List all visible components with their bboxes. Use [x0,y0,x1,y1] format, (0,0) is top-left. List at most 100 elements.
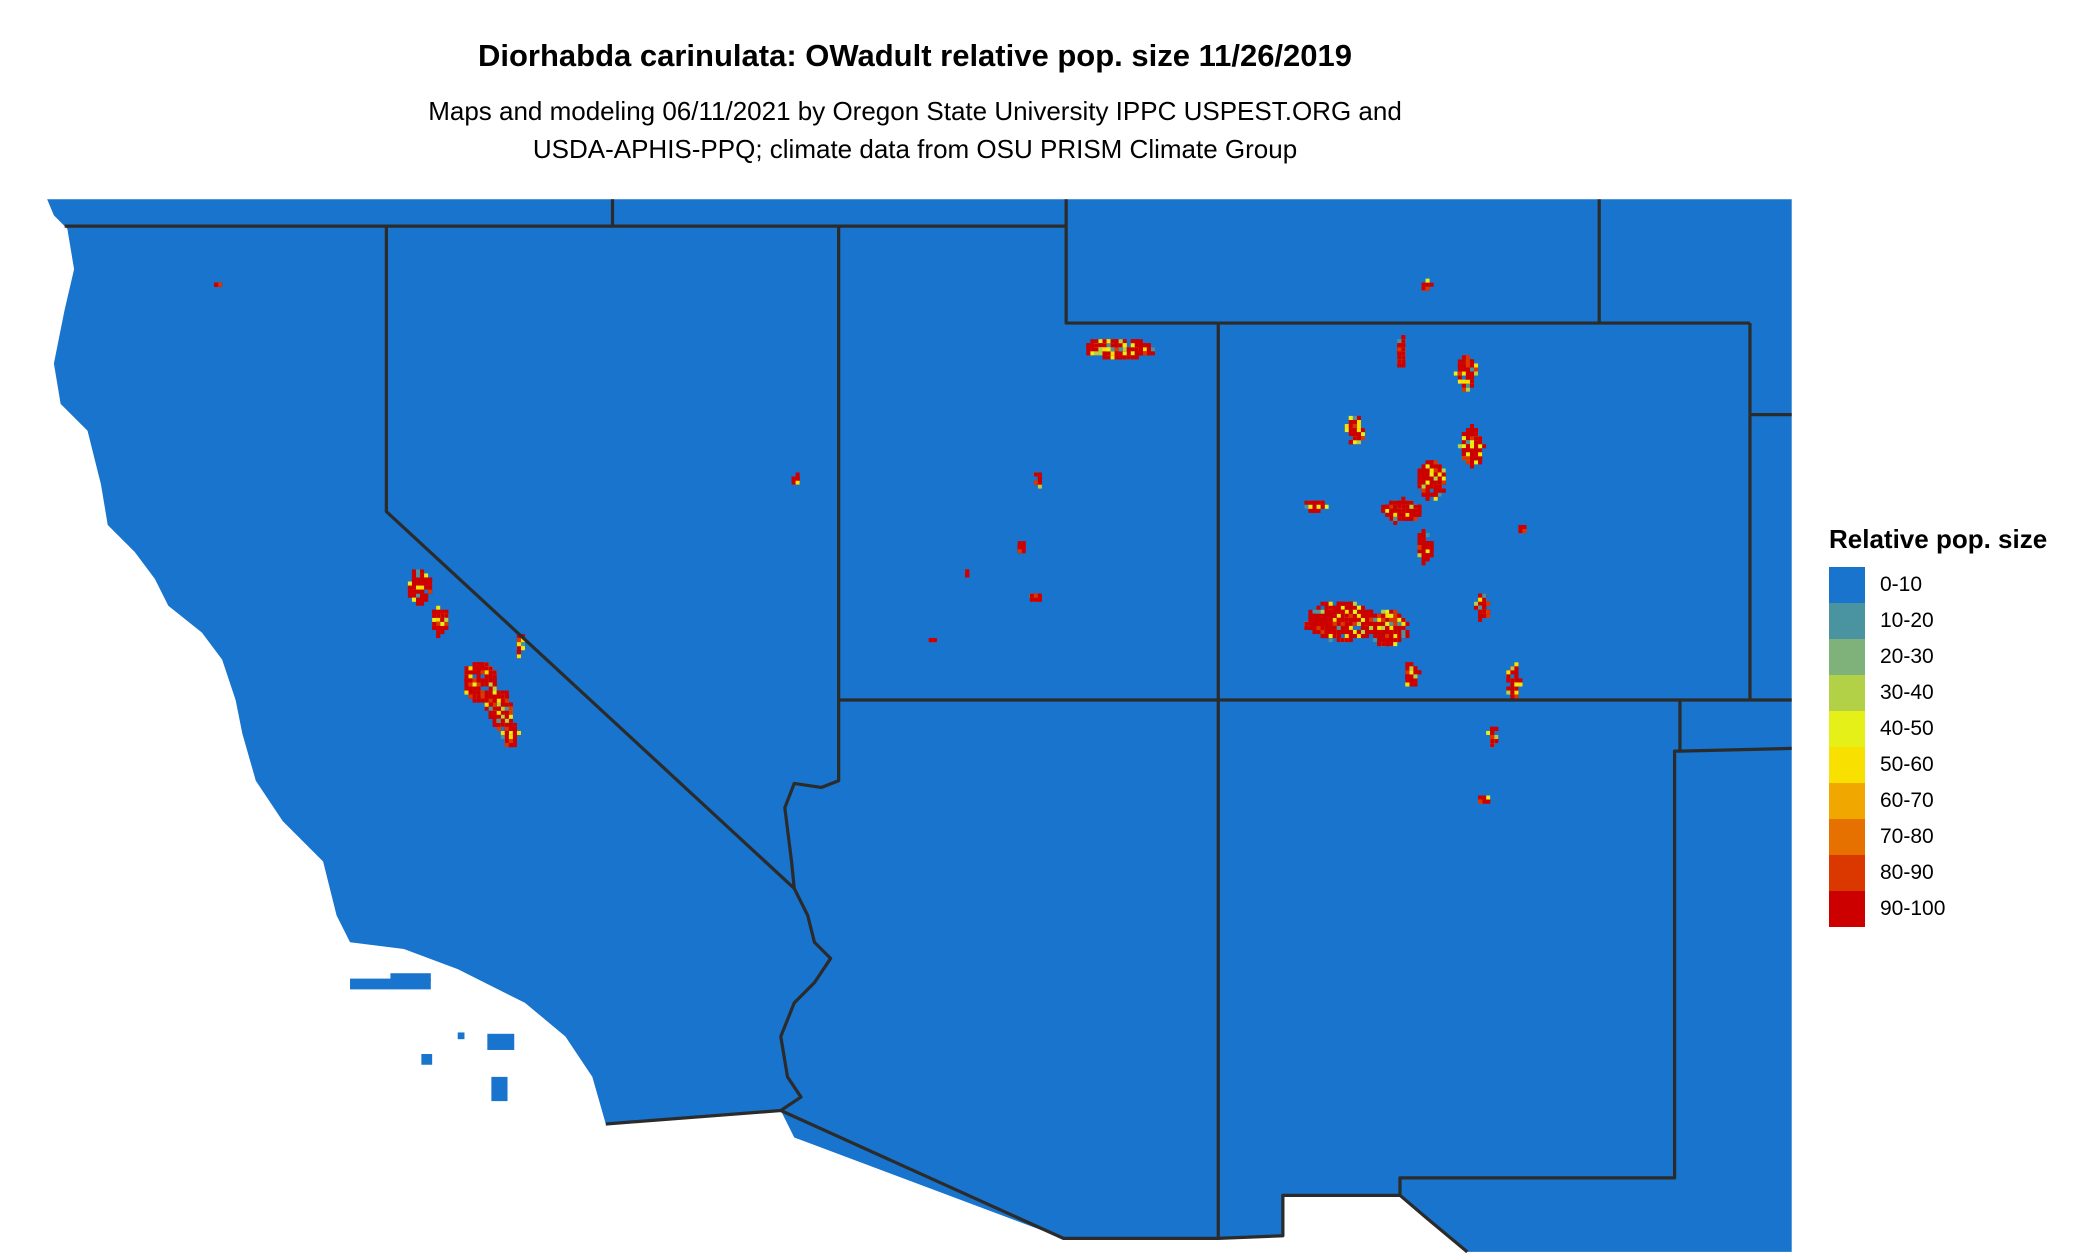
hotspot-cell [504,726,509,731]
hotspot-cell [1336,613,1341,618]
hotspot-cell [1304,625,1309,630]
hotspot-cell [1510,686,1515,691]
hotspot-cell [1098,351,1103,356]
hotspot-cell [436,621,441,626]
hotspot-cell [1421,484,1426,489]
hotspot-cell [1429,484,1434,489]
hotspot-cell [1482,444,1487,449]
hotspot-cell [1037,484,1042,489]
hotspot-cell [1397,613,1402,618]
hotspot-cell [1469,371,1475,376]
hotspot-cell [436,605,441,610]
hotspot-cell [1356,613,1361,618]
hotspot-cell [504,739,509,744]
hotspot-cell [504,698,509,703]
hotspot-cell [1381,504,1386,509]
hotspot-cell [791,480,796,485]
hotspot-cell [407,589,412,594]
hotspot-cell [411,581,416,586]
hotspot-cell [1389,638,1394,643]
hotspot-cell [1344,621,1349,626]
hotspot-cell [1465,375,1470,380]
hotspot-cell [415,593,421,598]
hotspot-cell [1381,508,1386,513]
hotspot-cell [1478,613,1483,618]
hotspot-cell [1134,343,1139,348]
hotspot-cell [1469,367,1475,372]
hotspot-cell [500,734,505,740]
hotspot-cell [504,730,509,735]
hotspot-cell [1348,629,1353,635]
hotspot-cell [1037,597,1042,602]
legend: Relative pop. size 0-10 10-20 20-30 30-40 40… [1829,524,2047,927]
hotspot-cell [1461,367,1466,372]
hotspot-cell [1106,339,1111,344]
hotspot-cell [1465,363,1470,368]
hotspot-cell [1413,670,1418,675]
hotspot-cell [512,743,517,748]
hotspot-cell [1417,670,1422,675]
hotspot-cell [1348,415,1353,420]
hotspot-cell [1469,428,1475,433]
hotspot-cell [476,694,481,699]
hotspot-cell [420,585,425,590]
hotspot-cell [476,678,481,683]
hotspot-cell [1474,460,1479,465]
hotspot-cell [492,714,497,719]
hotspot-cell [1389,629,1394,635]
hotspot-cell [218,282,223,287]
hotspot-cell [1465,432,1470,437]
hotspot-cell [484,666,489,671]
hotspot-cell [1478,440,1483,445]
hotspot-cell [1429,282,1434,287]
hotspot-cell [1425,541,1430,546]
hotspot-cell [1304,500,1309,505]
hotspot-cell [1441,472,1446,477]
hotspot-cell [1425,549,1430,554]
hotspot-cell [1385,642,1390,647]
hotspot-cell [1352,424,1357,429]
hotspot-cell [1433,484,1438,489]
state-borders [64,199,1792,1254]
hotspot-cell [1397,347,1402,352]
legend-item: 30-40 [1829,675,2047,711]
hotspot-cell [464,674,469,679]
hotspot-cell [476,698,481,703]
hotspot-cell [1409,670,1414,675]
hotspot-cell [1429,468,1434,473]
hotspot-cell [1389,500,1394,505]
hotspot-cell [1421,492,1426,497]
hotspot-cell [1142,347,1147,352]
hotspot-cell [444,625,449,630]
hotspot-cell [1106,355,1111,360]
hotspot-cell [1518,529,1523,534]
hotspot-cell [1429,492,1434,497]
hotspot-cell [1364,629,1370,635]
hotspot-cell [415,589,421,594]
hotspot-cell [1134,339,1139,344]
hotspot-cell [1417,549,1422,554]
hotspot-cell [1405,500,1410,505]
hotspot-cell [1344,613,1349,618]
hotspot-cell [1457,363,1462,368]
hotspot-cell [516,646,521,651]
hotspot-cell [1332,609,1337,614]
hotspot-cell [428,577,433,582]
hotspot-cell [516,730,521,735]
hotspot-cell [1377,621,1382,626]
hotspot-cell [468,670,473,675]
hotspot-cell [1474,452,1479,457]
hotspot-cell [464,678,469,683]
hotspot-cell [1320,500,1325,505]
hotspot-cell [476,674,481,679]
hotspot-cell [1413,512,1418,517]
hotspot-cell [1146,347,1151,352]
hotspot-cell [1461,383,1466,388]
hotspot-cell [420,569,425,574]
hotspot-cell [1397,504,1402,509]
hotspot-cell [928,638,933,643]
hotspot-cell [1324,605,1329,610]
hotspot-cell [1381,629,1386,635]
hotspot-cell [1425,464,1430,469]
